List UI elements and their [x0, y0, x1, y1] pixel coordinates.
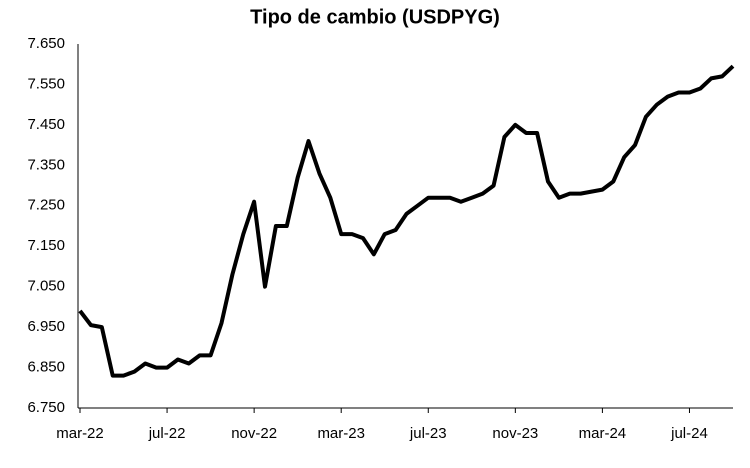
y-tick-label: 7.050	[27, 278, 65, 295]
y-tick-label: 7.350	[27, 156, 65, 173]
y-tick-label: 7.650	[27, 35, 65, 52]
x-tick-label: nov-23	[492, 425, 538, 442]
x-tick-label: nov-22	[231, 425, 277, 442]
y-tick-label: 7.250	[27, 197, 65, 214]
x-tick-label: mar-22	[56, 425, 104, 442]
x-tick-label: mar-24	[579, 425, 627, 442]
x-tick-label: jul-22	[148, 425, 186, 442]
x-tick-label: jul-23	[409, 425, 447, 442]
y-tick-label: 6.750	[27, 399, 65, 416]
data-line	[78, 64, 735, 378]
y-tick-label: 7.150	[27, 237, 65, 254]
y-tick-label: 6.850	[27, 359, 65, 376]
x-tick-label: mar-23	[317, 425, 365, 442]
chart-title: Tipo de cambio (USDPYG)	[250, 6, 500, 28]
y-tick-label: 7.450	[27, 116, 65, 133]
y-tick-label: 7.550	[27, 75, 65, 92]
x-tick-label: jul-24	[670, 425, 708, 442]
y-tick-label: 6.950	[27, 318, 65, 335]
